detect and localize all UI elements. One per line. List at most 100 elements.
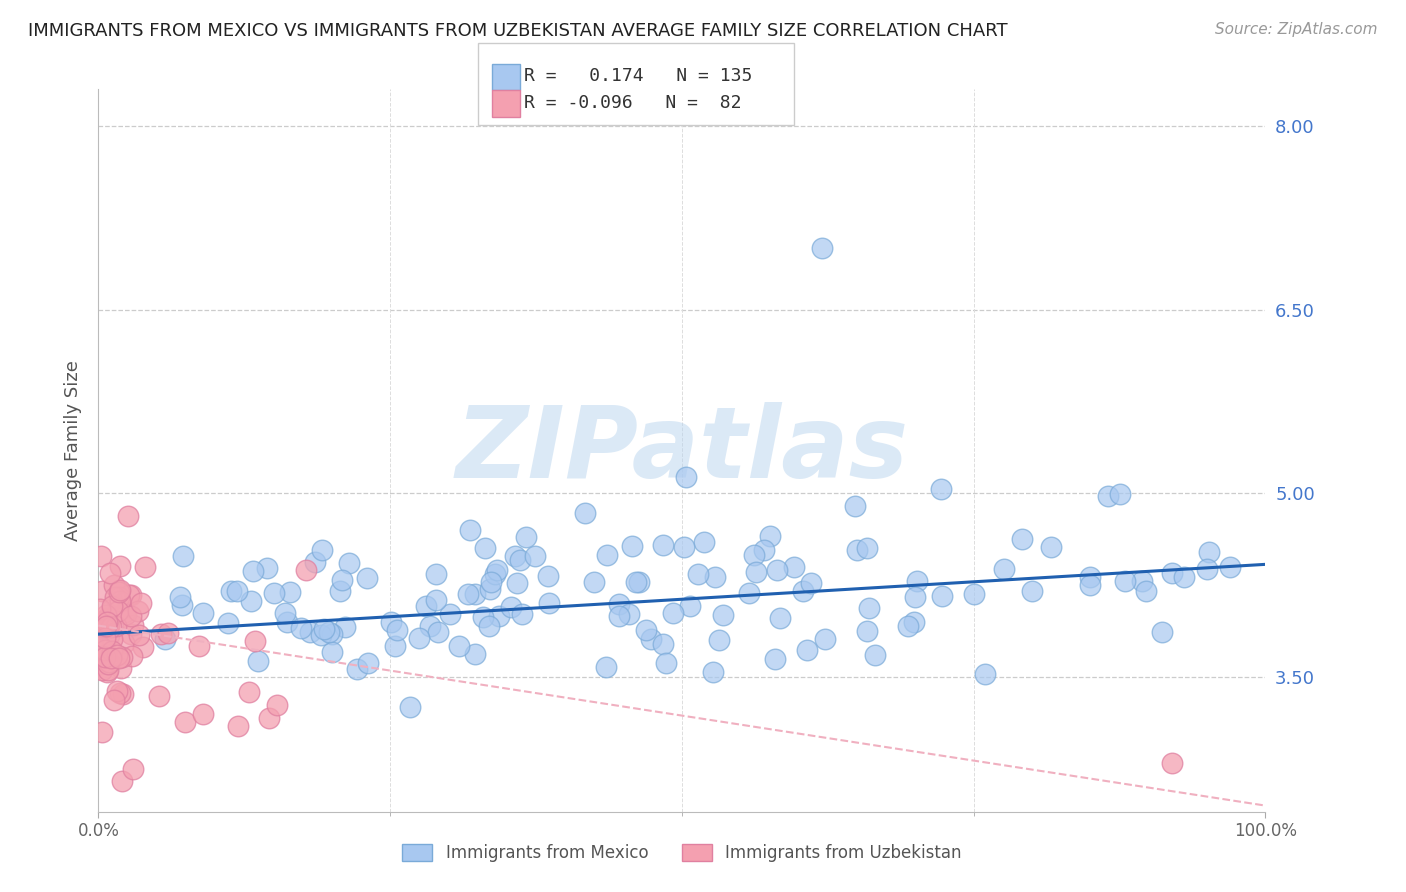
Point — [242, 565, 264, 579]
Point — [356, 571, 378, 585]
Point — [120, 588, 142, 602]
Point — [478, 619, 501, 633]
Point — [266, 698, 288, 712]
Point — [276, 615, 298, 629]
Point — [1173, 569, 1195, 583]
Point — [479, 574, 502, 589]
Point — [346, 662, 368, 676]
Point — [856, 541, 879, 556]
Point — [108, 593, 131, 607]
Point — [1109, 487, 1132, 501]
Point — [111, 687, 134, 701]
Point — [811, 241, 834, 255]
Point — [97, 663, 120, 677]
Point — [103, 578, 125, 592]
Point — [752, 543, 775, 558]
Point — [931, 482, 953, 496]
Point — [651, 637, 673, 651]
Point — [458, 523, 481, 537]
Point — [100, 620, 122, 634]
Point — [1198, 545, 1220, 559]
Text: IMMIGRANTS FROM MEXICO VS IMMIGRANTS FROM UZBEKISTAN AVERAGE FAMILY SIZE CORRELA: IMMIGRANTS FROM MEXICO VS IMMIGRANTS FRO… — [28, 22, 1008, 40]
Point — [415, 599, 437, 613]
Point — [118, 588, 141, 602]
Point — [309, 628, 332, 642]
Point — [425, 567, 447, 582]
Point — [256, 560, 278, 574]
Point — [107, 650, 129, 665]
Point — [97, 657, 120, 672]
Point — [98, 628, 121, 642]
Point — [707, 632, 730, 647]
Y-axis label: Average Family Size: Average Family Size — [63, 360, 82, 541]
Point — [624, 575, 647, 590]
Point — [321, 645, 343, 659]
Point — [1078, 570, 1101, 584]
Point — [337, 556, 360, 570]
Point — [111, 774, 134, 789]
Point — [94, 607, 117, 622]
Point — [150, 627, 173, 641]
Text: ZIPatlas: ZIPatlas — [456, 402, 908, 499]
Point — [758, 529, 780, 543]
Point — [114, 636, 136, 650]
Point — [329, 583, 352, 598]
Point — [903, 615, 925, 630]
Point — [484, 566, 506, 581]
Point — [90, 725, 112, 739]
Point — [419, 618, 441, 632]
Point — [1150, 624, 1173, 639]
Point — [114, 607, 136, 621]
Point — [117, 508, 139, 523]
Point — [672, 541, 695, 555]
Point — [96, 665, 118, 679]
Point — [89, 657, 111, 672]
Point — [1130, 574, 1153, 589]
Point — [97, 618, 120, 632]
Point — [263, 585, 285, 599]
Point — [1040, 541, 1063, 555]
Point — [278, 585, 301, 599]
Point — [464, 647, 486, 661]
Point — [702, 665, 724, 679]
Point — [974, 667, 997, 681]
Point — [89, 601, 111, 615]
Point — [122, 762, 145, 776]
Point — [96, 615, 118, 629]
Point — [218, 615, 240, 630]
Point — [607, 597, 630, 611]
Point — [766, 563, 789, 577]
Point — [796, 643, 818, 657]
Point — [380, 615, 402, 629]
Legend: Immigrants from Mexico, Immigrants from Uzbekistan: Immigrants from Mexico, Immigrants from … — [395, 837, 969, 869]
Point — [447, 639, 470, 653]
Point — [457, 587, 479, 601]
Point — [299, 625, 322, 640]
Point — [238, 685, 260, 699]
Point — [814, 632, 837, 647]
Point — [134, 559, 156, 574]
Point — [321, 627, 343, 641]
Point — [93, 620, 115, 634]
Point — [408, 631, 430, 645]
Point — [90, 549, 112, 563]
Point — [101, 602, 124, 616]
Point — [858, 600, 880, 615]
Point — [100, 650, 122, 665]
Point — [510, 607, 533, 622]
Point — [479, 582, 502, 596]
Point — [711, 607, 734, 622]
Point — [488, 609, 510, 624]
Point — [357, 657, 380, 671]
Point — [259, 711, 281, 725]
Point — [904, 591, 927, 605]
Point — [193, 706, 215, 721]
Point — [385, 623, 408, 637]
Point — [515, 530, 537, 544]
Point — [738, 586, 761, 600]
Point — [655, 657, 678, 671]
Point — [246, 654, 269, 668]
Point — [617, 607, 640, 622]
Point — [505, 575, 527, 590]
Point — [1114, 574, 1136, 589]
